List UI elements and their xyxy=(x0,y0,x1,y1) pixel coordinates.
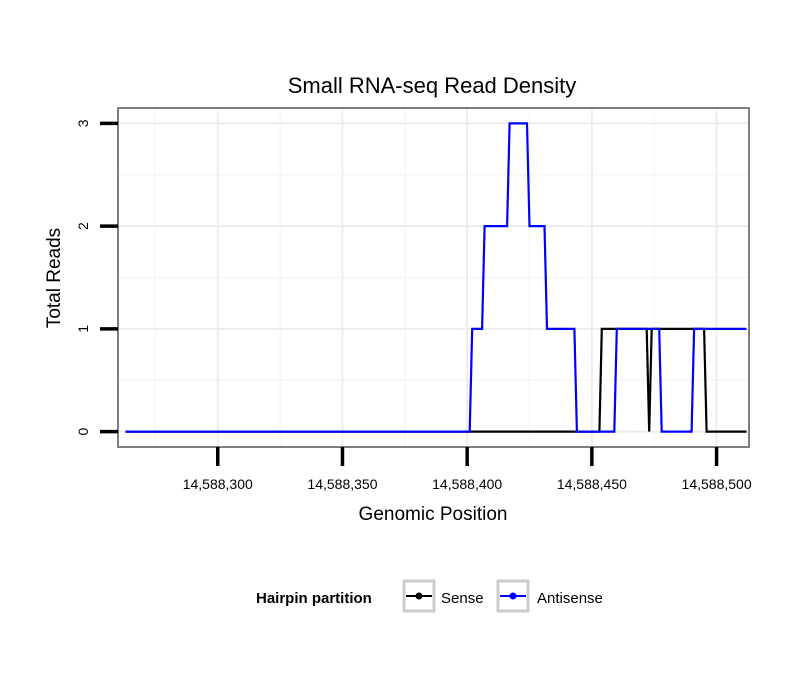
chart-title: Small RNA-seq Read Density xyxy=(288,73,577,98)
legend: Hairpin partition Sense Antisense xyxy=(256,579,603,613)
panel-border xyxy=(117,107,750,448)
x-tick-label: 14,588,450 xyxy=(557,476,627,492)
legend-item-sense: Sense xyxy=(402,579,484,613)
x-tick-label: 14,588,500 xyxy=(682,476,752,492)
x-axis-title: Genomic Position xyxy=(359,504,508,525)
x-axis: 14,588,300 14,588,350 14,588,400 14,588,450… xyxy=(183,447,752,492)
legend-marker-antisense xyxy=(509,592,517,600)
legend-item-antisense: Antisense xyxy=(496,579,603,613)
grid-minor xyxy=(118,108,749,447)
legend-marker-sense xyxy=(415,592,423,600)
y-axis-title: Total Reads xyxy=(44,228,65,328)
x-tick-label: 14,588,350 xyxy=(307,476,377,492)
y-tick-label: 0 xyxy=(75,427,91,435)
legend-label-antisense: Antisense xyxy=(537,590,603,607)
series-line-antisense xyxy=(125,122,747,433)
y-axis: 0 1 2 3 xyxy=(75,119,118,435)
series-line-sense xyxy=(125,327,747,433)
y-tick-label: 2 xyxy=(75,222,91,230)
y-tick-label: 3 xyxy=(75,119,91,127)
x-tick-label: 14,588,400 xyxy=(432,476,502,492)
x-tick-label: 14,588,300 xyxy=(183,476,253,492)
series-lines xyxy=(125,122,747,433)
legend-label-sense: Sense xyxy=(441,590,484,607)
y-tick-label: 1 xyxy=(75,325,91,333)
legend-title: Hairpin partition xyxy=(256,590,372,607)
